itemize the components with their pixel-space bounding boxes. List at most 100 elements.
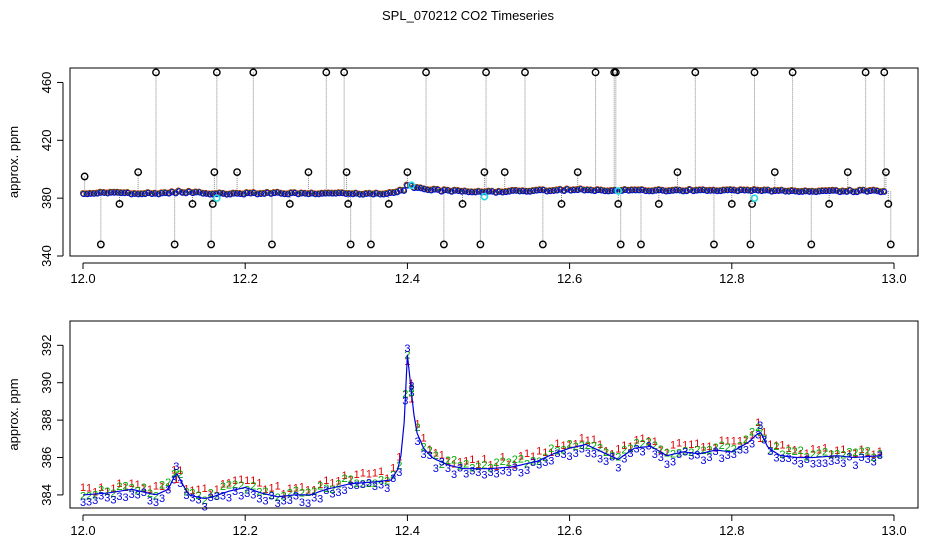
bottom-series-1-point: 1	[731, 435, 737, 447]
top-outlier-point	[727, 200, 736, 208]
bottom-series-3-point: 3	[250, 489, 256, 501]
top-outlier-point	[268, 240, 276, 249]
bottom-series-2-point: 2	[396, 460, 402, 472]
top-outlier-point	[212, 68, 221, 77]
top-baseline-point	[697, 187, 704, 194]
top-baseline-point	[257, 190, 265, 197]
top-outlier-point	[710, 240, 718, 249]
top-baseline-point	[809, 188, 816, 195]
bottom-series-2-point: 2	[299, 488, 305, 500]
bottom-series-3-point: 3	[311, 492, 317, 504]
bottom-series-1-point: 1	[129, 478, 135, 490]
top-baseline-point	[629, 187, 636, 194]
bottom-series-3-point: 3	[165, 484, 171, 496]
bottom-series-1-point: 1	[414, 419, 420, 431]
top-baseline-point	[789, 187, 796, 195]
bottom-series-2-point: 2	[153, 491, 159, 503]
bottom-series-2-point: 2	[372, 478, 378, 490]
bottom-series-1-point: 1	[810, 444, 816, 456]
bottom-series-3-point: 3	[560, 449, 566, 461]
bottom-series-3-point: 3	[275, 498, 281, 510]
top-baseline-point	[404, 182, 411, 189]
bottom-series-2-point: 2	[786, 445, 792, 457]
top-outlier-point	[746, 240, 755, 249]
top-baseline-point	[424, 186, 431, 194]
top-baseline-point	[830, 187, 837, 194]
top-baseline-point	[131, 190, 138, 197]
bottom-series-2-point: 2	[129, 483, 135, 495]
bottom-series-1-point: 1	[652, 436, 658, 448]
bottom-series-2-point: 2	[390, 469, 396, 481]
top-baseline-point	[860, 187, 867, 194]
bottom-series-1-point: 1	[621, 440, 627, 452]
top-baseline-point	[489, 188, 496, 195]
top-baseline-point	[216, 190, 224, 197]
bottom-series-2-point: 2	[135, 486, 141, 498]
bottom-series-3-point: 3	[232, 486, 238, 498]
bottom-series-1-point: 1	[567, 439, 573, 451]
top-baseline-point	[445, 187, 452, 194]
bottom-series-2-point: 2	[524, 458, 530, 470]
bottom-spike-point: 2	[173, 467, 179, 479]
top-outlier-point	[134, 168, 143, 177]
top-baseline-point	[417, 185, 425, 192]
bottom-panel: 1 1 1 1 1 1 1 1 1 1 1 1 1 1 11 11 1 1 11 1 1 1 1 1 1 1 11 1 11 1 1 1 1 1 1…	[6, 320, 919, 538]
bottom-series-2-point: 2	[354, 478, 360, 490]
bottom-series-1-point: 1	[110, 483, 116, 495]
top-baseline-point	[772, 187, 779, 194]
bottom-series-1-point: 1	[500, 452, 506, 464]
top-baseline-point	[152, 190, 159, 197]
bottom-series-1-point: 1	[737, 435, 743, 447]
top-y-tick-label: 380	[39, 187, 54, 209]
bottom-series-2-point: 2	[226, 480, 232, 492]
top-baseline-point	[850, 189, 857, 196]
bottom-series-1-point: 1	[354, 469, 360, 481]
bottom-series-2-point: 2	[183, 487, 189, 499]
bottom-series-2-point: 2	[481, 459, 487, 471]
bottom-series-1-point: 1	[189, 485, 195, 497]
bottom-series-3-point: 3	[719, 453, 725, 465]
bottom-series-1-point: 1	[524, 448, 530, 460]
top-outlier-point	[788, 68, 797, 77]
bottom-series-2-point: 2	[567, 438, 573, 450]
bottom-series-1-point: 1	[512, 459, 518, 471]
bottom-series-1-point: 1	[433, 447, 439, 459]
bottom-series-3-point: 3	[305, 498, 311, 510]
bottom-series-1-point: 1	[299, 481, 305, 493]
bottom-series-1-point: 1	[518, 450, 524, 462]
bottom-series-2-point: 2	[244, 485, 250, 497]
top-baseline-point	[186, 188, 193, 195]
bottom-series-1-point: 1	[713, 443, 719, 455]
top-plot-frame	[69, 67, 919, 257]
top-baseline-point	[595, 186, 602, 194]
bottom-series-1-point: 1	[348, 475, 354, 487]
top-outlier-point	[611, 68, 620, 77]
top-cyan-point	[614, 187, 623, 195]
bottom-series-2-point: 2	[633, 438, 639, 450]
bottom-series-1-point: 1	[427, 444, 433, 456]
bottom-series-2-point: 2	[646, 436, 652, 448]
bottom-series-1-point: 1	[208, 489, 214, 501]
bottom-series-1-point: 1	[633, 434, 639, 446]
bottom-series-2-point: 2	[378, 474, 384, 486]
bottom-series-2-point: 2	[287, 487, 293, 499]
top-baseline-point	[632, 187, 639, 194]
bottom-series-3-point: 3	[536, 460, 542, 472]
bottom-series-2-point: 2	[238, 480, 244, 492]
bottom-series-3-point: 3	[451, 469, 457, 481]
bottom-series-1-point: 1	[670, 440, 676, 452]
bottom-series-3-point: 3	[804, 454, 810, 466]
bottom-series-3-point: 3	[700, 455, 706, 467]
top-y-tick-label: 460	[39, 72, 54, 94]
bottom-series-3-point: 3	[840, 458, 846, 470]
top-baseline-point	[462, 188, 469, 195]
top-baseline-points	[79, 181, 888, 198]
bottom-series-2-point: 2	[865, 446, 871, 458]
bottom-series-line	[82, 354, 882, 499]
top-baseline-point	[179, 189, 186, 196]
top-baseline-point	[278, 190, 285, 197]
bottom-series-1-point: 1	[743, 435, 749, 447]
bottom-spike-point: 1	[173, 474, 179, 486]
bottom-series-3-point: 3	[287, 495, 293, 507]
